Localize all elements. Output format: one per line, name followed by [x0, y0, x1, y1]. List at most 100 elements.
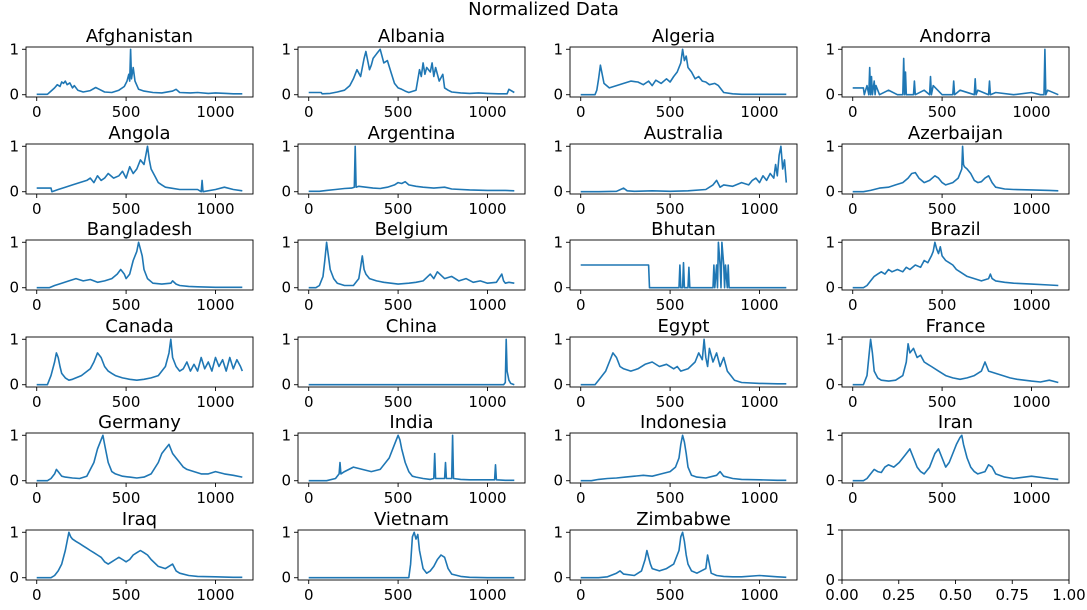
line-series-france	[852, 338, 1059, 386]
subplot-title-algeria: Algeria	[652, 26, 715, 47]
y-tick-label: 1	[553, 40, 563, 58]
x-tick-label: 0	[304, 489, 314, 507]
y-tick-label: 0	[825, 571, 835, 589]
y-tick-label: 1	[825, 137, 835, 155]
x-tick-label: 500	[656, 200, 685, 218]
axes-frame-bangladesh	[25, 239, 254, 291]
y-tick-label: 0	[9, 472, 19, 490]
y-tick-label: 0	[281, 86, 291, 104]
subplot-title-albania: Albania	[378, 26, 445, 47]
subplot-title-germany: Germany	[98, 412, 181, 433]
x-tick-label: 500	[112, 296, 141, 314]
figure-title: Normalized Data	[468, 0, 619, 20]
x-tick-label: 1000	[740, 393, 778, 411]
subplot-andorra: 0 500 1000 0 1 Andorra	[825, 26, 1070, 121]
subplot-title-china: China	[386, 316, 437, 337]
y-tick-label: 1	[9, 40, 19, 58]
axes-frame-india	[297, 432, 526, 484]
subplot-canada: 0 500 1000 0 1 Canada	[9, 316, 254, 411]
x-tick-label: 1000	[468, 103, 506, 121]
line-series-egypt	[580, 338, 787, 386]
line-series-zimbabwe	[580, 531, 787, 579]
subplot-title-brazil: Brazil	[930, 219, 980, 240]
x-tick-label: 500	[112, 200, 141, 218]
subplot-bhutan: 0 500 1000 0 1 Bhutan	[553, 219, 798, 314]
y-tick-label: 1	[9, 233, 19, 251]
line-series-vietnam	[308, 531, 515, 579]
axes-frame-canada	[25, 336, 254, 388]
subplot-indonesia: 0 500 1000 0 1 Indonesia	[553, 412, 798, 507]
x-tick-label: 1000	[740, 489, 778, 507]
line-series-germany	[36, 434, 243, 482]
y-tick-label: 1	[825, 426, 835, 444]
x-tick-label: 1000	[740, 296, 778, 314]
axes-frame-australia	[569, 143, 798, 195]
y-tick-label: 1	[9, 137, 19, 155]
x-tick-label: 1000	[1012, 200, 1050, 218]
subplot-title-bangladesh: Bangladesh	[87, 219, 193, 240]
axes-frame-iraq	[25, 529, 254, 581]
x-tick-label: 1000	[1012, 393, 1050, 411]
subplot-title-australia: Australia	[644, 123, 724, 144]
subplot-title-bhutan: Bhutan	[651, 219, 716, 240]
subplot-india: 0 500 1000 0 1 India	[281, 412, 526, 507]
axes-frame-afghanistan	[25, 46, 254, 98]
x-tick-label: 1000	[740, 586, 778, 604]
x-tick-label: 500	[928, 296, 957, 314]
x-tick-label: 0.25	[882, 586, 915, 604]
line-series-albania	[308, 48, 515, 95]
y-tick-label: 1	[825, 40, 835, 58]
subplot-albania: 0 500 1000 0 1 Albania	[281, 26, 526, 121]
subplot-title-belgium: Belgium	[375, 219, 449, 240]
x-tick-label: 500	[928, 393, 957, 411]
line-series-bhutan	[580, 241, 787, 289]
x-tick-label: 0.75	[996, 586, 1029, 604]
axes-frame-albania	[297, 46, 526, 98]
x-tick-label: 1000	[468, 200, 506, 218]
x-tick-label: 0	[576, 296, 586, 314]
x-tick-label: 0	[32, 200, 42, 218]
y-tick-label: 0	[553, 569, 563, 587]
y-tick-label: 1	[825, 233, 835, 251]
x-tick-label: 0	[304, 296, 314, 314]
axes-frame-indonesia	[569, 432, 798, 484]
x-tick-label: 0	[304, 103, 314, 121]
x-tick-label: 0	[304, 586, 314, 604]
subplot-france: 0 500 1000 0 1 France	[825, 316, 1070, 411]
subplot-china: 0 500 1000 0 1 China	[281, 316, 526, 411]
line-series-argentina	[308, 145, 515, 193]
y-tick-label: 0	[9, 279, 19, 297]
subplot-iraq: 0 500 1000 0 1 Iraq	[9, 509, 254, 604]
x-tick-label: 500	[656, 586, 685, 604]
x-tick-label: 0	[848, 489, 858, 507]
x-tick-label: 0	[32, 103, 42, 121]
axes-frame-germany	[25, 432, 254, 484]
y-tick-label: 1	[825, 521, 835, 539]
x-tick-label: 500	[656, 103, 685, 121]
x-tick-label: 1000	[468, 586, 506, 604]
line-series-india	[308, 434, 515, 482]
axes-frame-vietnam	[297, 529, 526, 581]
axes-frame-brazil	[841, 239, 1070, 291]
axes-frame-iran	[841, 432, 1070, 484]
axes-frame-china	[297, 336, 526, 388]
axes-frame-zimbabwe	[569, 529, 798, 581]
line-series-canada	[36, 338, 244, 386]
y-tick-label: 0	[281, 569, 291, 587]
y-tick-label: 0	[9, 86, 19, 104]
x-tick-label: 0	[576, 586, 586, 604]
x-tick-label: 1000	[196, 103, 234, 121]
line-series-australia	[580, 145, 788, 193]
y-tick-label: 1	[9, 523, 19, 541]
x-tick-label: 1000	[740, 103, 778, 121]
subplot-title-zimbabwe: Zimbabwe	[636, 509, 731, 530]
x-tick-label: 0.50	[939, 586, 972, 604]
y-tick-label: 1	[281, 137, 291, 155]
x-tick-label: 500	[384, 296, 413, 314]
y-tick-label: 1	[281, 523, 291, 541]
y-tick-label: 0	[825, 86, 835, 104]
x-tick-label: 0	[848, 296, 858, 314]
y-tick-label: 0	[553, 376, 563, 394]
axes-frame-argentina	[297, 143, 526, 195]
